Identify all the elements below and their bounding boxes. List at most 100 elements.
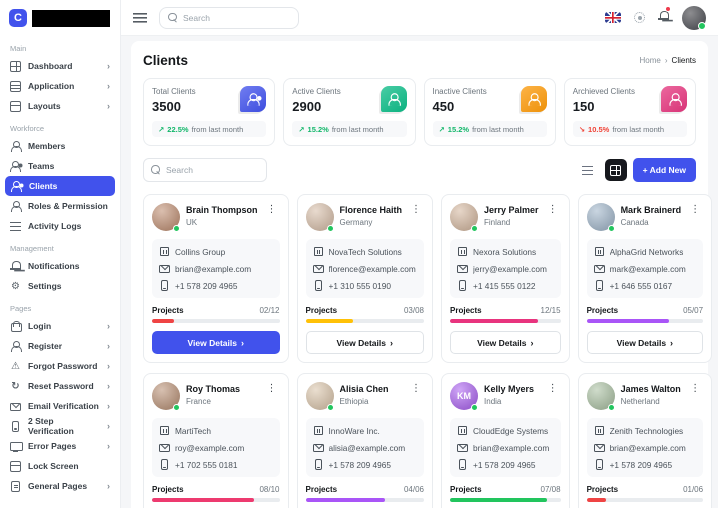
kebab-menu-icon[interactable]: ⋮ [411, 383, 422, 394]
theme-toggle-sun-icon[interactable] [634, 12, 645, 23]
clients-panel: Clients Home › Clients Total Clients 350… [131, 41, 713, 508]
client-email: florence@example.com [328, 263, 416, 274]
sidebar-item-roles-permission[interactable]: Roles & Permission [0, 196, 120, 216]
clients-toolbar: + Add New [143, 158, 696, 182]
company-icon [594, 247, 604, 256]
sidebar-item-teams[interactable]: Teams [0, 156, 120, 176]
stat-value: 2900 [292, 99, 322, 114]
sidebar-item-application[interactable]: Application › [0, 76, 120, 96]
view-details-button[interactable]: View Details › [305, 331, 425, 354]
sidebar-item-label: Login [28, 321, 52, 331]
client-contact-info: NovaTech Solutions florence@example.com … [305, 239, 425, 298]
list-view-icon [582, 164, 594, 176]
bell-icon [658, 10, 669, 22]
chevron-right-icon: › [107, 100, 110, 111]
kebab-menu-icon[interactable]: ⋮ [266, 204, 277, 215]
client-email: mark@example.com [609, 263, 686, 274]
projects-label: Projects [450, 306, 482, 315]
trend-arrow-icon: ↗ [298, 124, 305, 134]
stat-trend: ↘ 10.5% from last month [572, 121, 687, 137]
trend-text: from last month [472, 124, 524, 134]
stat-card-inactive-clients: Inactive Clients 450 ↗ 15.2% from last m… [423, 78, 556, 146]
projects-label: Projects [152, 306, 184, 315]
projects-count: 05/07 [683, 306, 704, 315]
sidebar-item-register[interactable]: Register › [0, 336, 120, 356]
sidebar-section-management: Management [10, 244, 54, 253]
breadcrumb-home[interactable]: Home [639, 56, 661, 65]
progress-fill [450, 498, 548, 502]
company-icon [160, 247, 169, 256]
chevron-right-icon: › [107, 480, 110, 491]
topbar-search-input[interactable] [183, 12, 290, 23]
view-details-button[interactable]: View Details › [586, 331, 704, 354]
grid-view-icon [610, 164, 622, 176]
add-new-button[interactable]: + Add New [632, 158, 696, 182]
sidebar-item-login[interactable]: Login › [0, 316, 120, 336]
sidebar-item-clients[interactable]: Clients [5, 176, 115, 196]
chevron-right-icon: › [670, 337, 674, 348]
phone-icon [161, 280, 168, 291]
client-contact-info: MartiTech roy@example.com +1 702 555 018… [152, 418, 280, 477]
language-flag-icon[interactable] [605, 12, 621, 23]
sidebar-item-label: Reset Password [28, 381, 94, 391]
sidebar-item-layouts[interactable]: Layouts › [0, 96, 120, 116]
notifications-bell-icon[interactable] [658, 5, 671, 27]
sidebar-item-notifications[interactable]: Notifications [0, 256, 120, 276]
sidebar-item-general-pages[interactable]: General Pages › [0, 476, 120, 496]
person-x-icon [527, 92, 542, 106]
stat-label: Total Clients [152, 87, 196, 96]
clients-search-input[interactable] [166, 165, 259, 175]
sidebar-item-reset-password[interactable]: ↻ Reset Password › [0, 376, 120, 396]
stat-value: 3500 [152, 99, 181, 114]
sidebar-item-settings[interactable]: ⚙ Settings [0, 276, 120, 296]
company-icon [313, 247, 323, 256]
projects-progress-bar [152, 319, 280, 323]
kebab-menu-icon[interactable]: ⋮ [690, 204, 701, 215]
layouts-icon [10, 100, 21, 112]
client-contact-info: Nexora Solutions jerry@example.com +1 41… [450, 239, 561, 298]
sidebar-item-dashboard[interactable]: Dashboard › [0, 56, 120, 76]
email-icon [593, 444, 605, 453]
sidebar-item-lock-screen[interactable]: Lock Screen [0, 456, 120, 476]
hamburger-menu-icon[interactable] [133, 12, 147, 23]
client-name: Jerry Palmer [484, 205, 539, 215]
kebab-menu-icon[interactable]: ⋮ [547, 383, 558, 394]
client-email: brian@example.com [175, 263, 252, 274]
company-icon [313, 426, 323, 435]
notification-badge [665, 5, 671, 12]
sidebar-item-activity-logs[interactable]: Activity Logs [0, 216, 120, 236]
sidebar-section-pages: Pages [10, 304, 32, 313]
client-company: Nexora Solutions [473, 246, 537, 257]
sidebar-item-members[interactable]: Members [0, 136, 120, 156]
trend-arrow-icon: ↗ [438, 124, 445, 134]
email-icon [159, 265, 170, 274]
sidebar-item-forgot-password[interactable]: ⚠ Forgot Password › [0, 356, 120, 376]
sidebar-item-email-verification[interactable]: Email Verification › [0, 396, 120, 416]
sidebar-item-label: Email Verification [28, 401, 99, 411]
kebab-menu-icon[interactable]: ⋮ [266, 383, 277, 394]
online-status-dot [173, 404, 180, 411]
view-details-button[interactable]: View Details › [450, 331, 561, 354]
kebab-menu-icon[interactable]: ⋮ [547, 204, 558, 215]
sidebar-item-error-pages[interactable]: Error Pages › [0, 436, 120, 456]
view-details-button[interactable]: View Details › [152, 331, 280, 354]
chevron-right-icon: › [107, 320, 110, 331]
view-grid-button[interactable] [604, 159, 627, 181]
kebab-menu-icon[interactable]: ⋮ [411, 204, 422, 215]
members-icon [10, 140, 22, 152]
user-avatar[interactable] [682, 5, 706, 30]
kebab-menu-icon[interactable]: ⋮ [690, 383, 701, 394]
view-list-button[interactable] [576, 159, 599, 181]
person-check-icon [387, 92, 401, 106]
stat-trend: ↗ 22.5% from last month [152, 121, 267, 137]
brand-logo-icon: C [9, 9, 27, 27]
brand-logo[interactable]: C [0, 0, 120, 36]
sidebar-item-label: Dashboard [28, 61, 73, 71]
sidebar-item-two-step-verification[interactable]: 2 Step Verification › [0, 416, 120, 436]
client-card-kelly-myers: KM Kelly Myers India ⋮ CloudEdge Systems… [441, 373, 570, 508]
sidebar-item-label: Settings [28, 281, 62, 291]
client-phone: +1 310 555 0190 [328, 280, 392, 291]
client-avatar [450, 203, 479, 232]
client-avatar [305, 382, 334, 411]
chevron-right-icon: › [107, 380, 110, 391]
